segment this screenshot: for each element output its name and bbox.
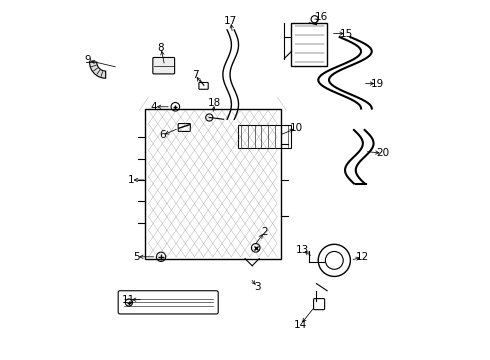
Text: 13: 13 bbox=[295, 245, 309, 255]
Text: 18: 18 bbox=[208, 98, 221, 108]
Text: 8: 8 bbox=[158, 43, 164, 53]
Text: 10: 10 bbox=[290, 123, 303, 133]
Text: 11: 11 bbox=[122, 295, 136, 305]
Text: 17: 17 bbox=[224, 16, 237, 26]
Text: 16: 16 bbox=[315, 13, 328, 22]
Text: 9: 9 bbox=[84, 55, 91, 65]
Text: 6: 6 bbox=[159, 130, 166, 140]
Text: 12: 12 bbox=[356, 252, 369, 262]
Text: 7: 7 bbox=[192, 69, 198, 80]
Bar bbox=[292, 23, 327, 66]
Bar bbox=[238, 125, 292, 148]
Text: 1: 1 bbox=[127, 175, 134, 185]
Text: 4: 4 bbox=[150, 102, 157, 112]
Text: 2: 2 bbox=[261, 227, 268, 237]
FancyBboxPatch shape bbox=[153, 58, 174, 74]
Polygon shape bbox=[90, 62, 106, 78]
Bar bbox=[145, 109, 281, 258]
Text: 20: 20 bbox=[376, 148, 389, 158]
Text: 15: 15 bbox=[340, 28, 353, 39]
Text: 14: 14 bbox=[294, 320, 307, 330]
Text: 19: 19 bbox=[370, 78, 384, 89]
Text: 3: 3 bbox=[254, 282, 261, 292]
Text: 5: 5 bbox=[133, 252, 139, 262]
